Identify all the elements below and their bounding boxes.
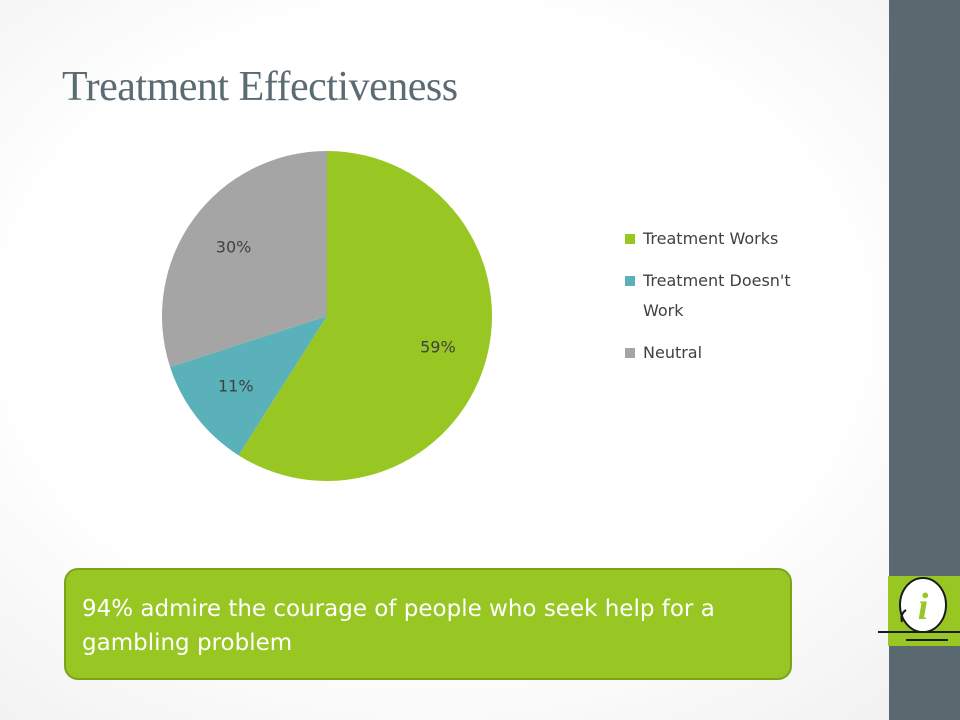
info-icon-swoosh <box>900 609 907 623</box>
pie-slice-treatment-doesn-t-work <box>170 316 327 456</box>
legend-swatch <box>625 276 635 286</box>
legend-label: Treatment Doesn't Work <box>643 271 791 320</box>
legend-item-treatment-doesnt-work: Treatment Doesn't Work <box>625 266 835 326</box>
slice-data-label: 59% <box>420 338 456 357</box>
slide-title: Treatment Effectiveness <box>62 64 458 110</box>
chart-legend: Treatment Works Treatment Doesn't Work N… <box>625 224 835 368</box>
legend-label: Neutral <box>643 343 703 362</box>
legend-swatch <box>625 348 635 358</box>
info-icon[interactable]: i <box>878 574 960 646</box>
slice-data-label: 30% <box>216 238 252 257</box>
legend-item-treatment-works: Treatment Works <box>625 224 835 254</box>
legend-item-neutral: Neutral <box>625 338 835 368</box>
pie-slice-neutral <box>162 151 327 367</box>
callout-text: 94% admire the courage of people who see… <box>82 596 715 656</box>
legend-swatch <box>625 234 635 244</box>
pie-slice-treatment-works <box>238 151 492 481</box>
callout-box: 94% admire the courage of people who see… <box>64 568 792 680</box>
legend-label: Treatment Works <box>643 229 779 248</box>
slice-data-label: 11% <box>218 376 254 395</box>
info-icon-glyph: i <box>918 586 929 628</box>
